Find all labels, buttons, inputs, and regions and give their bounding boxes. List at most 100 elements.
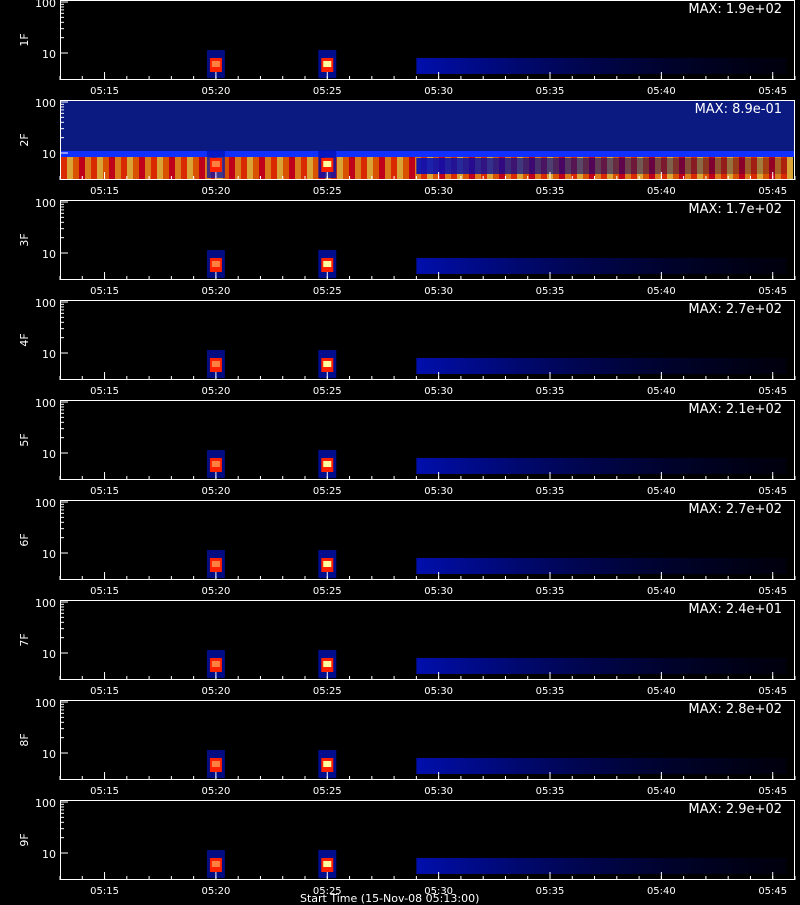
- x-tick-label: 05:15: [90, 886, 119, 897]
- background-noise-cell: [355, 157, 361, 179]
- x-tick-label: 05:15: [90, 586, 119, 597]
- background-noise-cell: [253, 157, 259, 179]
- plot-svg: 100 10 05:15 05:20 05:25 05:30 05:35 05:40 05:45: [35, 0, 796, 97]
- y-tick-label: 100: [35, 497, 56, 510]
- event-peak: [323, 161, 332, 167]
- y-tick-label: 10: [42, 148, 56, 161]
- panel-2f: 2F 100 10 05:15 05:20 05:25 05:30 05:35 05:40 05:…: [0, 97, 800, 200]
- background-noise-cell: [259, 157, 265, 179]
- max-label: MAX: 2.7e+02: [688, 302, 782, 317]
- background-noise-cell: [151, 157, 157, 179]
- plot-svg: 100 10 05:15 05:20 05:25 05:30 05:35 05:40 05:45: [35, 197, 796, 297]
- x-tick-label: 05:35: [536, 686, 565, 697]
- event-peak: [323, 361, 332, 367]
- background-noise-cell: [193, 157, 199, 179]
- plot-svg: 100 10 05:15 05:20 05:25 05:30 05:35 05:40 05:45: [35, 297, 796, 397]
- background-noise-cell: [343, 157, 349, 179]
- x-tick-label: 05:45: [758, 686, 787, 697]
- background-noise-cell: [265, 157, 271, 179]
- event-peak: [211, 361, 220, 367]
- plot-layer: [206, 250, 787, 278]
- max-label: MAX: 8.9e-01: [694, 102, 782, 117]
- plot-layer: [206, 750, 787, 778]
- max-label: MAX: 1.9e+02: [688, 2, 782, 17]
- event-peak: [211, 161, 220, 167]
- x-tick-label: 05:30: [424, 86, 453, 97]
- x-tick-label: 05:35: [536, 786, 565, 797]
- background-noise-cell: [61, 157, 67, 179]
- y-tick-label: 100: [35, 297, 56, 310]
- y-tick-label: 100: [35, 197, 56, 210]
- max-label: MAX: 2.9e+02: [688, 802, 782, 817]
- plot-layer: [206, 650, 787, 678]
- background-noise-cell: [313, 157, 319, 179]
- x-tick-label: 05:40: [647, 86, 676, 97]
- x-tick-label: 05:35: [536, 886, 565, 897]
- y-tick-label: 100: [35, 397, 56, 410]
- event-peak: [323, 561, 332, 567]
- event-peak: [323, 61, 332, 67]
- y-tick-label: 10: [42, 648, 56, 661]
- x-tick-label: 05:45: [758, 586, 787, 597]
- event-peak: [323, 461, 332, 467]
- background-noise-cell: [391, 157, 397, 179]
- event-peak: [211, 561, 220, 567]
- event-peak: [211, 61, 220, 67]
- y-tick-label: 100: [35, 597, 56, 610]
- event-peak: [323, 861, 332, 867]
- x-tick-label: 05:15: [90, 386, 119, 397]
- event-tail: [416, 658, 787, 674]
- background-noise-cell: [367, 157, 373, 179]
- event-tail: [416, 558, 787, 574]
- plot-svg: 100 10 05:15 05:20 05:25 05:30 05:35 05:40 05:45: [35, 697, 796, 797]
- x-tick-label: 05:20: [201, 586, 230, 597]
- panel-1f: 1F 100 10 05:15 05:20 05:25 05:30 05:35 05:40 05:…: [0, 0, 800, 100]
- x-tick-label: 05:35: [536, 286, 565, 297]
- x-tick-label: 05:15: [90, 86, 119, 97]
- x-tick-label: 05:25: [313, 486, 342, 497]
- background-noise-cell: [373, 157, 379, 179]
- event-tail: [416, 758, 787, 774]
- x-tick-label: 05:25: [313, 786, 342, 797]
- background-noise-cell: [301, 157, 307, 179]
- background-noise-cell: [241, 157, 247, 179]
- background-noise-cell: [385, 157, 391, 179]
- plot-svg: 100 10 05:15 05:20 05:25 05:30 05:35 05:40 05:45: [35, 397, 796, 497]
- background-noise-cell: [247, 157, 253, 179]
- x-tick-label: 05:15: [90, 486, 119, 497]
- x-tick-label: 05:25: [313, 386, 342, 397]
- max-label: MAX: 2.7e+02: [688, 502, 782, 517]
- background-noise-cell: [139, 157, 145, 179]
- plot-svg: 100 10 05:15 05:20 05:25 05:30 05:35 05:40 05:45: [35, 497, 796, 597]
- max-label: MAX: 2.1e+02: [688, 402, 782, 417]
- y-tick-label: 10: [42, 448, 56, 461]
- background-noise-cell: [103, 157, 109, 179]
- x-tick-label: 05:30: [424, 486, 453, 497]
- background-noise-cell: [787, 157, 793, 179]
- x-tick-label: 05:45: [758, 286, 787, 297]
- x-tick-label: 05:30: [424, 686, 453, 697]
- background-noise-cell: [307, 157, 313, 179]
- background-noise-cell: [169, 157, 175, 179]
- background-noise-cell: [199, 157, 205, 179]
- background-noise-cell: [403, 157, 409, 179]
- x-tick-label: 05:15: [90, 286, 119, 297]
- x-tick-label: 05:30: [424, 286, 453, 297]
- x-tick-label: 05:25: [313, 286, 342, 297]
- event-peak: [211, 261, 220, 267]
- panel-3f: 3F 100 10 05:15 05:20 05:25 05:30 05:35 05:40 05:…: [0, 197, 800, 300]
- background-noise-cell: [349, 157, 355, 179]
- x-tick-label: 05:40: [647, 286, 676, 297]
- background-noise-cell: [73, 157, 79, 179]
- event-tail: [416, 458, 787, 474]
- x-tick-label: 05:40: [647, 186, 676, 197]
- x-tick-label: 05:15: [90, 186, 119, 197]
- background-noise-cell: [187, 157, 193, 179]
- plot-svg: 100 10 05:15 05:20 05:25 05:30 05:35 05:40 05:45: [35, 97, 796, 197]
- plot-svg: 100 10 05:15 05:20 05:25 05:30 05:35 05:40 05:45: [35, 797, 796, 897]
- background-noise-cell: [379, 157, 385, 179]
- event-tail: [416, 858, 787, 874]
- plot-layer: [61, 101, 794, 179]
- background-noise-cell: [337, 157, 343, 179]
- event-tail: [416, 58, 787, 74]
